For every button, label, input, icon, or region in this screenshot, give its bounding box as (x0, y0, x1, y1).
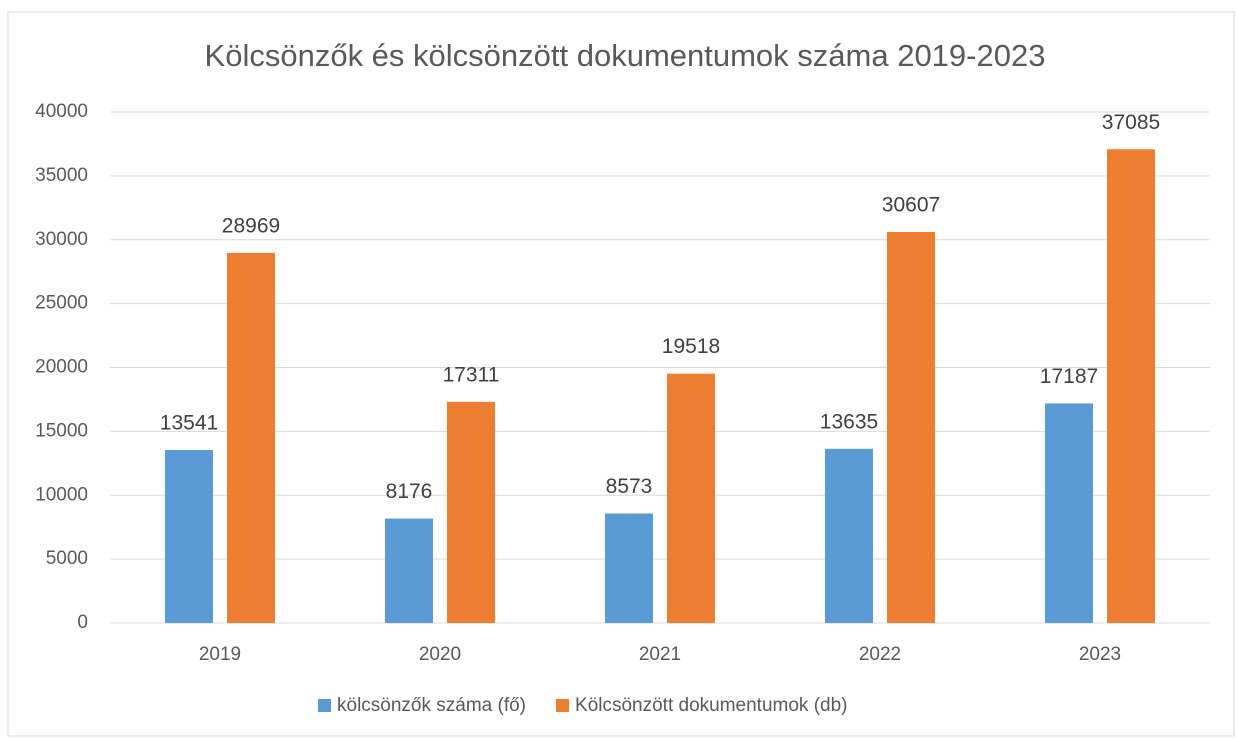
bar (385, 518, 433, 623)
bar (1107, 149, 1155, 623)
bar (825, 448, 873, 623)
bar (447, 401, 495, 623)
bar (887, 231, 935, 623)
y-tick-label: 40000 (35, 101, 88, 122)
legend-swatch (318, 699, 331, 712)
y-tick-label: 5000 (46, 548, 88, 569)
legend-label: Kölcsönzött dokumentumok (db) (575, 695, 847, 716)
data-label: 8176 (386, 480, 433, 503)
x-tick-label: 2019 (199, 644, 241, 665)
legend-label: kölcsönzők száma (fő) (337, 695, 526, 716)
chart-title: Kölcsönzők és kölcsönzött dokumentumok s… (205, 38, 1046, 73)
data-label: 13541 (160, 412, 218, 435)
y-tick-label: 30000 (35, 229, 88, 250)
y-tick-label: 25000 (35, 293, 88, 314)
x-tick-label: 2021 (639, 644, 681, 665)
data-label: 13635 (820, 410, 878, 433)
y-tick-label: 0 (77, 612, 88, 633)
y-tick-label: 20000 (35, 357, 88, 378)
y-tick-label: 10000 (35, 484, 88, 505)
bar (667, 373, 715, 623)
data-label: 17311 (443, 363, 500, 386)
data-label: 30607 (882, 194, 940, 217)
bar (1045, 403, 1093, 623)
data-label: 17187 (1040, 365, 1098, 388)
x-tick-label: 2023 (1079, 644, 1121, 665)
x-tick-label: 2022 (859, 644, 901, 665)
data-label: 28969 (222, 214, 280, 237)
legend-swatch (556, 699, 570, 712)
x-tick-label: 2020 (419, 644, 461, 665)
y-tick-label: 15000 (35, 420, 88, 441)
data-label: 37085 (1102, 111, 1160, 134)
bar (165, 450, 213, 623)
data-label: 8573 (606, 475, 653, 498)
bar (227, 252, 275, 623)
data-label: 19518 (662, 335, 720, 358)
y-tick-label: 35000 (35, 165, 88, 186)
bar (605, 513, 653, 623)
